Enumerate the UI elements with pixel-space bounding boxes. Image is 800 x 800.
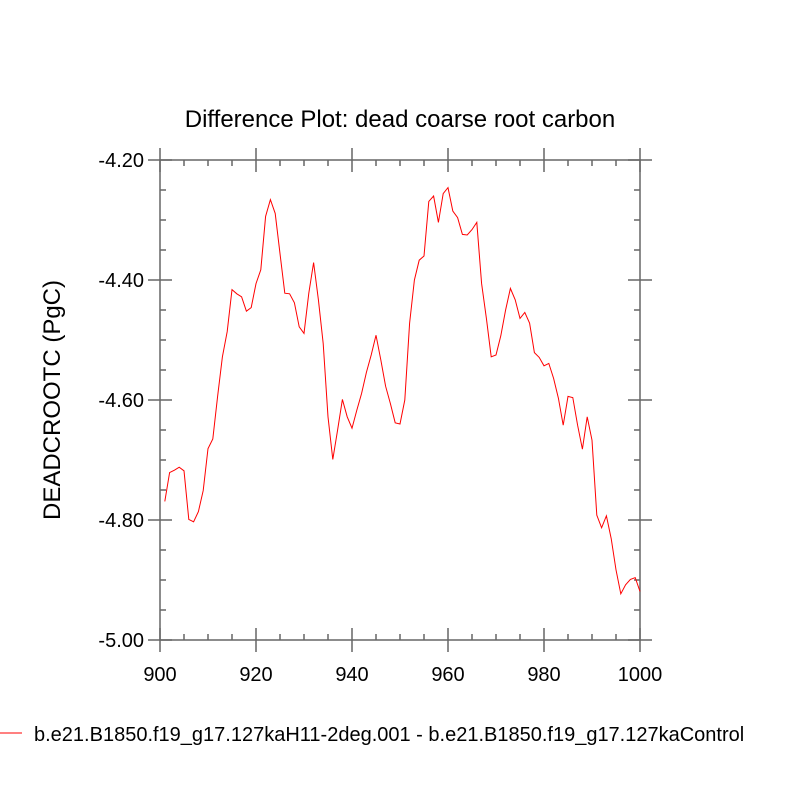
y-tick-label: -4.60: [98, 390, 144, 412]
x-tick-label: 980: [527, 664, 560, 686]
x-tick-label: 940: [335, 664, 368, 686]
y-axis-label: DEADCROOTC (PgC): [39, 280, 66, 520]
x-tick-label: 1000: [618, 664, 663, 686]
x-tick-labels: 900 920 940 960 980 1000: [143, 664, 662, 686]
x-tick-label: 900: [143, 664, 176, 686]
x-tick-label: 960: [431, 664, 464, 686]
y-tick-label: -4.80: [98, 510, 144, 532]
y-tick-label: -4.40: [98, 270, 144, 292]
axis-ticks: [148, 148, 652, 652]
y-tick-label: -4.20: [98, 150, 144, 172]
y-tick-label: -5.00: [98, 630, 144, 652]
series-line: [164, 186, 641, 596]
plot-frame: [159, 159, 641, 641]
chart-title: Difference Plot: dead coarse root carbon: [185, 106, 615, 133]
x-tick-label: 920: [239, 664, 272, 686]
legend-label: b.e21.B1850.f19_g17.127kaH11-2deg.001 - …: [34, 724, 744, 746]
y-tick-labels: -5.00 -4.80 -4.60 -4.40 -4.20: [98, 150, 144, 652]
